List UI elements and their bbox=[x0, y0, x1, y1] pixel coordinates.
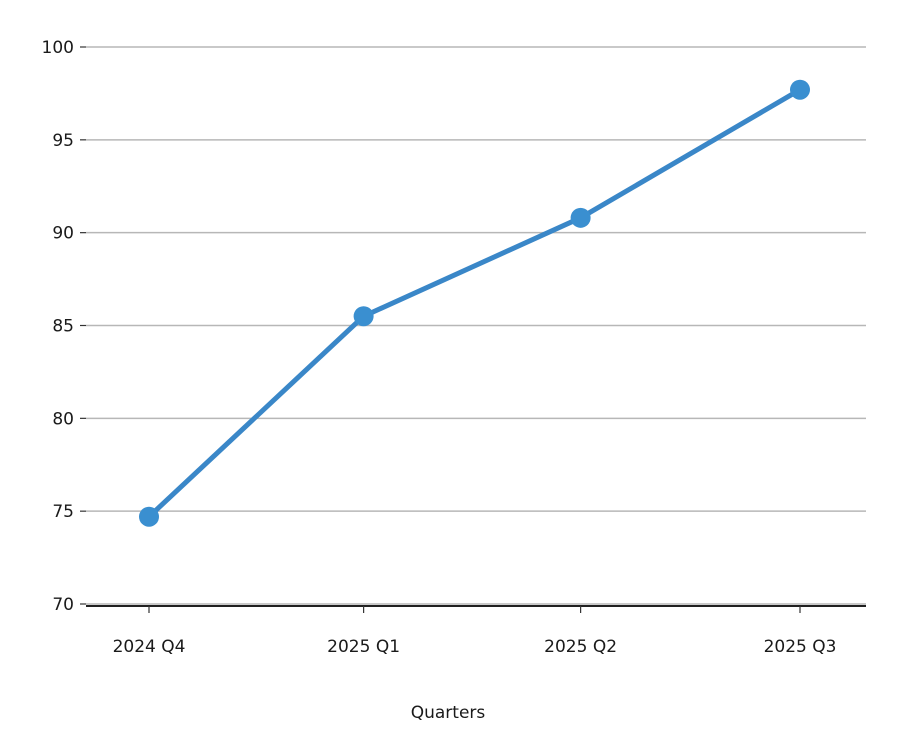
y-tick-label: 100 bbox=[42, 38, 74, 58]
y-tick-label: 75 bbox=[52, 502, 74, 522]
grid-lines bbox=[86, 46, 866, 605]
y-tick-label: 85 bbox=[52, 317, 74, 337]
data-point bbox=[570, 207, 591, 228]
y-tick-label: 80 bbox=[52, 409, 74, 429]
x-tick-label: 2025 Q2 bbox=[544, 637, 617, 657]
x-tick-label: 2025 Q1 bbox=[327, 637, 400, 657]
y-tick-label: 90 bbox=[52, 224, 74, 244]
x-tick-label: 2025 Q3 bbox=[764, 637, 837, 657]
x-axis-title: Quarters bbox=[411, 703, 486, 723]
series bbox=[139, 79, 810, 527]
data-point bbox=[790, 79, 810, 100]
data-point bbox=[353, 306, 374, 327]
x-tick-label: 2024 Q4 bbox=[113, 637, 186, 657]
series-line bbox=[146, 87, 803, 520]
tick-labels: 70 75 80 85 90 95 100 2024 Q4 2025 Q1 2025 Q2 2025… bbox=[42, 38, 837, 657]
y-tick-label: 70 bbox=[52, 595, 74, 615]
axes bbox=[80, 46, 866, 613]
y-tick-label: 95 bbox=[52, 131, 74, 151]
data-point bbox=[139, 506, 159, 527]
